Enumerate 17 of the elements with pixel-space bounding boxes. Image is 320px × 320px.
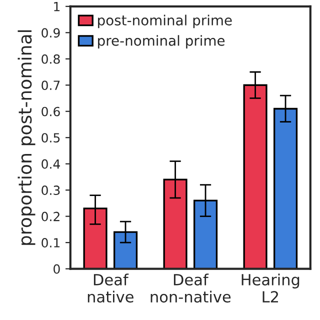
- y-tick-label: 1: [54, 2, 60, 12]
- y-tick-label: 0.6: [42, 106, 60, 116]
- y-axis-title: proportion post-nominal: [18, 30, 36, 245]
- y-tick-label: 0.9: [42, 28, 60, 38]
- legend-label: pre-nominal prime: [98, 35, 225, 49]
- y-tick-label: 0.8: [42, 54, 60, 64]
- x-tick-label: Hearing L2: [242, 274, 300, 302]
- legend-label: post-nominal prime: [98, 14, 232, 28]
- x-tick-label: Deaf native: [88, 274, 134, 303]
- y-tick-label: 0.4: [42, 159, 60, 169]
- y-tick-label: 0.5: [42, 133, 60, 143]
- y-tick-label: 0.3: [42, 186, 60, 196]
- y-tick-label: 0.7: [42, 80, 60, 90]
- y-tick-label: 0: [54, 264, 60, 274]
- y-tick-label: 0.1: [42, 238, 60, 248]
- x-tick-label: Deaf non-native: [150, 274, 231, 303]
- y-tick-label: 0.2: [42, 212, 60, 222]
